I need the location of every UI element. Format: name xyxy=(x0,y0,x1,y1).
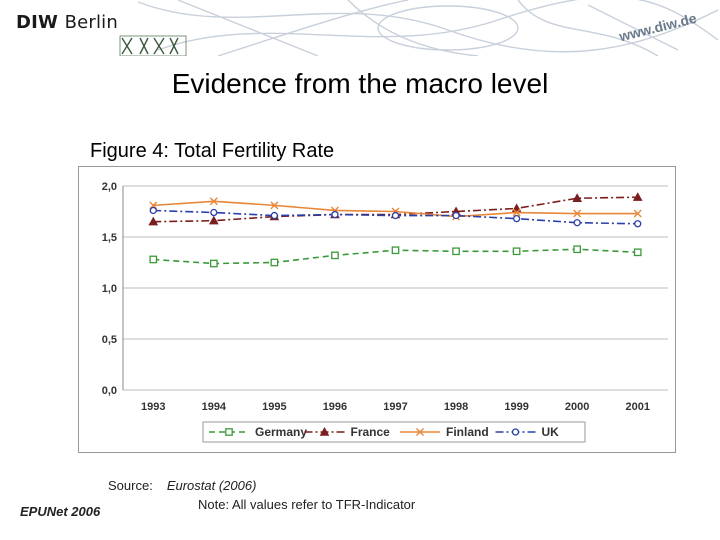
data-point-germany xyxy=(452,247,460,256)
data-point-france xyxy=(208,215,219,225)
legend-label-germany: Germany xyxy=(255,425,307,439)
x-tick-label: 1993 xyxy=(141,401,165,413)
x-tick-label: 2000 xyxy=(565,401,589,413)
data-point-uk xyxy=(391,211,400,220)
data-point-france xyxy=(148,216,159,226)
data-point-germany xyxy=(209,259,218,268)
source-line: Source: Eurostat (2006) xyxy=(108,478,256,493)
data-point-uk xyxy=(210,208,218,217)
data-point-france xyxy=(572,193,583,202)
credit-text: EPUNet 2006 xyxy=(20,504,101,519)
legend-box xyxy=(202,421,586,443)
data-point-uk xyxy=(573,219,581,227)
data-point-germany xyxy=(149,255,158,264)
x-tick-label: 1996 xyxy=(323,401,347,413)
data-point-germany xyxy=(331,251,339,260)
y-tick-label: 2,0 xyxy=(102,181,117,193)
y-tick-label: 1,5 xyxy=(102,232,117,244)
figure-title: Figure 4: Total Fertility Rate xyxy=(90,140,335,162)
legend-marker-france xyxy=(319,426,330,436)
x-tick-label: 1995 xyxy=(262,401,286,413)
slide-title: Evidence from the macro level xyxy=(171,68,549,99)
header: DIW Berlin www.diw.de xyxy=(0,0,720,56)
series-germany xyxy=(149,245,642,268)
x-tick-label: 1997 xyxy=(383,401,407,413)
fertility-chart: 0,0 0,5 1,0 1,5 2,0 1993 1994 1995 1996 1997 1998… xyxy=(78,166,676,453)
x-tick-label: 2001 xyxy=(625,401,649,413)
data-point-uk xyxy=(331,210,339,219)
data-point-germany xyxy=(391,246,400,255)
x-tick-label: 1998 xyxy=(444,401,468,413)
note-text: Note: All values refer to TFR-Indicator xyxy=(198,497,416,512)
data-point-germany xyxy=(633,248,642,257)
data-point-germany xyxy=(512,247,521,256)
source-label: Source: xyxy=(108,478,153,493)
chart-svg: 0,0 0,5 1,0 1,5 2,0 1993 1994 1995 1996 1997 1998… xyxy=(78,166,676,453)
data-point-finland xyxy=(573,209,582,218)
data-point-uk xyxy=(149,206,157,215)
y-tick-label: 0,5 xyxy=(102,334,117,346)
legend-marker-uk xyxy=(511,428,520,436)
data-point-uk xyxy=(452,211,460,220)
legend-label-finland: Finland xyxy=(446,425,489,439)
y-tick-label: 0,0 xyxy=(102,385,117,397)
diw-logo: DIW Berlin xyxy=(16,12,118,33)
data-point-finland xyxy=(633,209,642,218)
series-finland xyxy=(149,197,642,221)
data-point-germany xyxy=(270,258,279,267)
series-uk xyxy=(149,206,642,228)
x-tick-label: 1994 xyxy=(202,401,227,413)
y-tick-label: 1,0 xyxy=(102,283,117,295)
data-point-uk xyxy=(270,211,279,220)
x-tick-label: 1999 xyxy=(504,401,528,413)
data-point-uk xyxy=(512,214,521,223)
legend-label-france: France xyxy=(351,425,391,439)
header-banner: www.diw.de xyxy=(118,0,720,56)
chart-frame xyxy=(78,166,676,453)
data-point-finland xyxy=(512,208,521,217)
data-point-finland xyxy=(270,201,279,210)
data-point-germany xyxy=(573,245,582,254)
data-point-uk xyxy=(634,220,642,228)
legend-marker-germany xyxy=(225,428,233,436)
data-point-finland xyxy=(209,197,218,206)
legend-marker-finland xyxy=(416,428,424,436)
data-point-france xyxy=(632,192,643,201)
legend-label-uk: UK xyxy=(542,425,560,439)
source-text: Eurostat (2006) xyxy=(166,478,257,493)
